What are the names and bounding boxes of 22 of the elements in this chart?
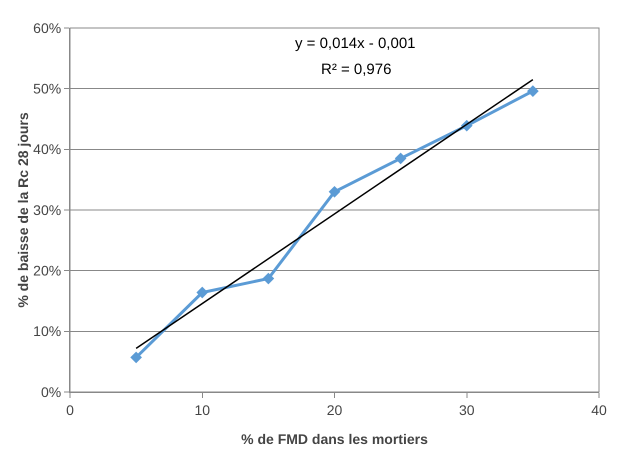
point xyxy=(196,286,208,298)
y-tick-label: 10% xyxy=(33,323,62,340)
y-tick-label: 40% xyxy=(33,141,62,158)
annotation: R² = 0,976 xyxy=(321,61,392,78)
x-tick-label: 20 xyxy=(326,402,342,418)
x-tick-label: 0 xyxy=(66,402,74,418)
point xyxy=(262,272,274,284)
x-tick-label: 10 xyxy=(194,402,210,418)
x-tick-label: 30 xyxy=(458,402,475,418)
x-tick-label: 40 xyxy=(591,402,607,418)
y-tick-label: 50% xyxy=(33,80,62,97)
point xyxy=(130,352,142,364)
y-tick-label: 0% xyxy=(40,384,62,400)
point xyxy=(527,85,539,97)
y-axis-title: % de baisse de la Rc 28 jours xyxy=(15,112,32,308)
y-tick-label: 30% xyxy=(33,202,62,218)
point xyxy=(394,152,406,164)
x-axis-title: % de FMD dans les mortiers xyxy=(241,431,428,447)
annotation: y = 0,014x - 0,001 xyxy=(295,35,416,52)
y-tick-label: 60% xyxy=(33,20,62,36)
point xyxy=(328,186,340,198)
y-tick-label: 20% xyxy=(33,262,62,279)
